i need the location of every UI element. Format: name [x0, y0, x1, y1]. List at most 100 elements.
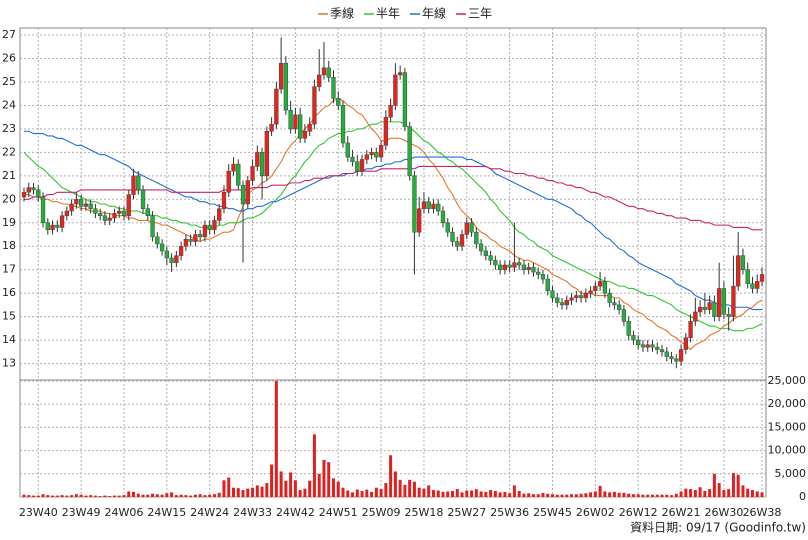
x-tick-label: 25W09 — [362, 506, 401, 519]
volume-bar — [460, 492, 464, 497]
candle-body — [164, 250, 169, 259]
volume-bar — [103, 495, 107, 497]
candle-body — [478, 243, 484, 252]
y-tick-label: 27 — [2, 28, 16, 41]
x-tick-label: 26W30 — [704, 506, 743, 519]
volume-bar — [165, 493, 169, 497]
volume-bar — [112, 495, 116, 497]
volume-bar — [579, 493, 583, 497]
candle-body — [231, 163, 236, 172]
y-tick-label: 25 — [2, 75, 16, 88]
candle-body — [521, 264, 527, 270]
candle-body — [59, 215, 65, 228]
volume-bar — [465, 490, 469, 497]
candle-body — [312, 86, 317, 125]
volume-bar — [22, 494, 26, 497]
volume-bar — [151, 493, 155, 497]
candle-body — [636, 339, 641, 346]
volume-bar — [298, 490, 302, 497]
x-tick-label: 23W40 — [19, 506, 58, 519]
candle-body — [445, 222, 450, 233]
candle-body — [759, 274, 765, 282]
x-tick-label: 24W24 — [190, 506, 229, 519]
candle-body — [83, 203, 89, 207]
volume-bar — [270, 464, 274, 497]
volume-bar — [660, 494, 664, 497]
candle-body — [36, 189, 41, 198]
candle-body — [198, 234, 203, 238]
candle-body — [559, 302, 565, 306]
volume-bar — [246, 488, 250, 497]
candle-body — [145, 208, 150, 216]
volume-bar — [584, 493, 588, 497]
volume-bar — [427, 485, 431, 497]
candle-body — [536, 271, 541, 275]
candle-body — [383, 116, 389, 146]
volume-bar — [484, 491, 488, 497]
candle-body — [402, 72, 408, 127]
candle-body — [716, 288, 722, 317]
candle-body — [664, 351, 669, 357]
footer: 資料日期: 09/17 (Goodinfo.tw) — [630, 521, 806, 535]
volume-bar — [308, 480, 312, 497]
candle-body — [745, 269, 750, 285]
y-tick-label: 22 — [2, 145, 16, 158]
candle-body — [302, 131, 308, 139]
volume-bar — [60, 495, 64, 497]
candle-body — [450, 231, 455, 242]
candle-body — [755, 281, 760, 289]
candle-body — [317, 74, 322, 87]
x-tick-label: 26W21 — [662, 506, 701, 519]
volume-bar — [417, 487, 421, 497]
candle-body — [540, 274, 546, 280]
volume-bar — [398, 479, 402, 497]
candle-body — [550, 290, 555, 299]
volume-bar — [527, 493, 531, 497]
candle-body — [121, 210, 127, 216]
candle-body — [645, 344, 650, 348]
volume-bar — [455, 489, 459, 497]
candle-body — [736, 255, 741, 287]
candle-body — [678, 349, 684, 362]
candle-body — [469, 222, 474, 233]
volume-bar — [336, 481, 340, 497]
volume-bar — [46, 495, 50, 497]
volume-bar — [170, 492, 174, 497]
candle-body — [326, 67, 331, 78]
candle-body — [488, 255, 493, 261]
volume-bar — [327, 462, 331, 497]
volume-bar — [222, 480, 226, 497]
volume-bar — [603, 491, 607, 497]
volume-bar — [693, 490, 697, 497]
volume-bar — [251, 487, 255, 497]
candle-body — [202, 224, 208, 238]
y-tick-label: 15 — [2, 310, 16, 323]
volume-bar — [179, 494, 183, 497]
candle-body — [150, 215, 155, 238]
volume-bar — [441, 491, 445, 497]
volume-bar — [403, 484, 407, 497]
candle-body — [236, 163, 241, 186]
volume-bar — [489, 490, 493, 497]
candle-body — [740, 255, 746, 270]
candle-body — [378, 145, 384, 158]
candle-body — [502, 264, 508, 270]
candle-body — [117, 210, 122, 214]
volume-bar — [670, 495, 674, 497]
candle-body — [21, 192, 27, 198]
volume-bar — [522, 493, 526, 497]
volume-bar — [731, 472, 735, 497]
volume-bar — [227, 477, 231, 497]
candle-body — [712, 302, 717, 317]
x-tick-label: 25W36 — [490, 506, 529, 519]
y-tick-label: 16 — [2, 286, 16, 299]
volume-bar — [555, 494, 559, 497]
volume-bar — [541, 492, 545, 497]
candle-body — [483, 250, 488, 256]
volume-bar — [346, 490, 350, 497]
volume-tick-label: 10,000 — [768, 444, 807, 457]
volume-bar — [370, 491, 374, 497]
volume-bar — [741, 485, 745, 497]
candle-body — [274, 88, 279, 125]
